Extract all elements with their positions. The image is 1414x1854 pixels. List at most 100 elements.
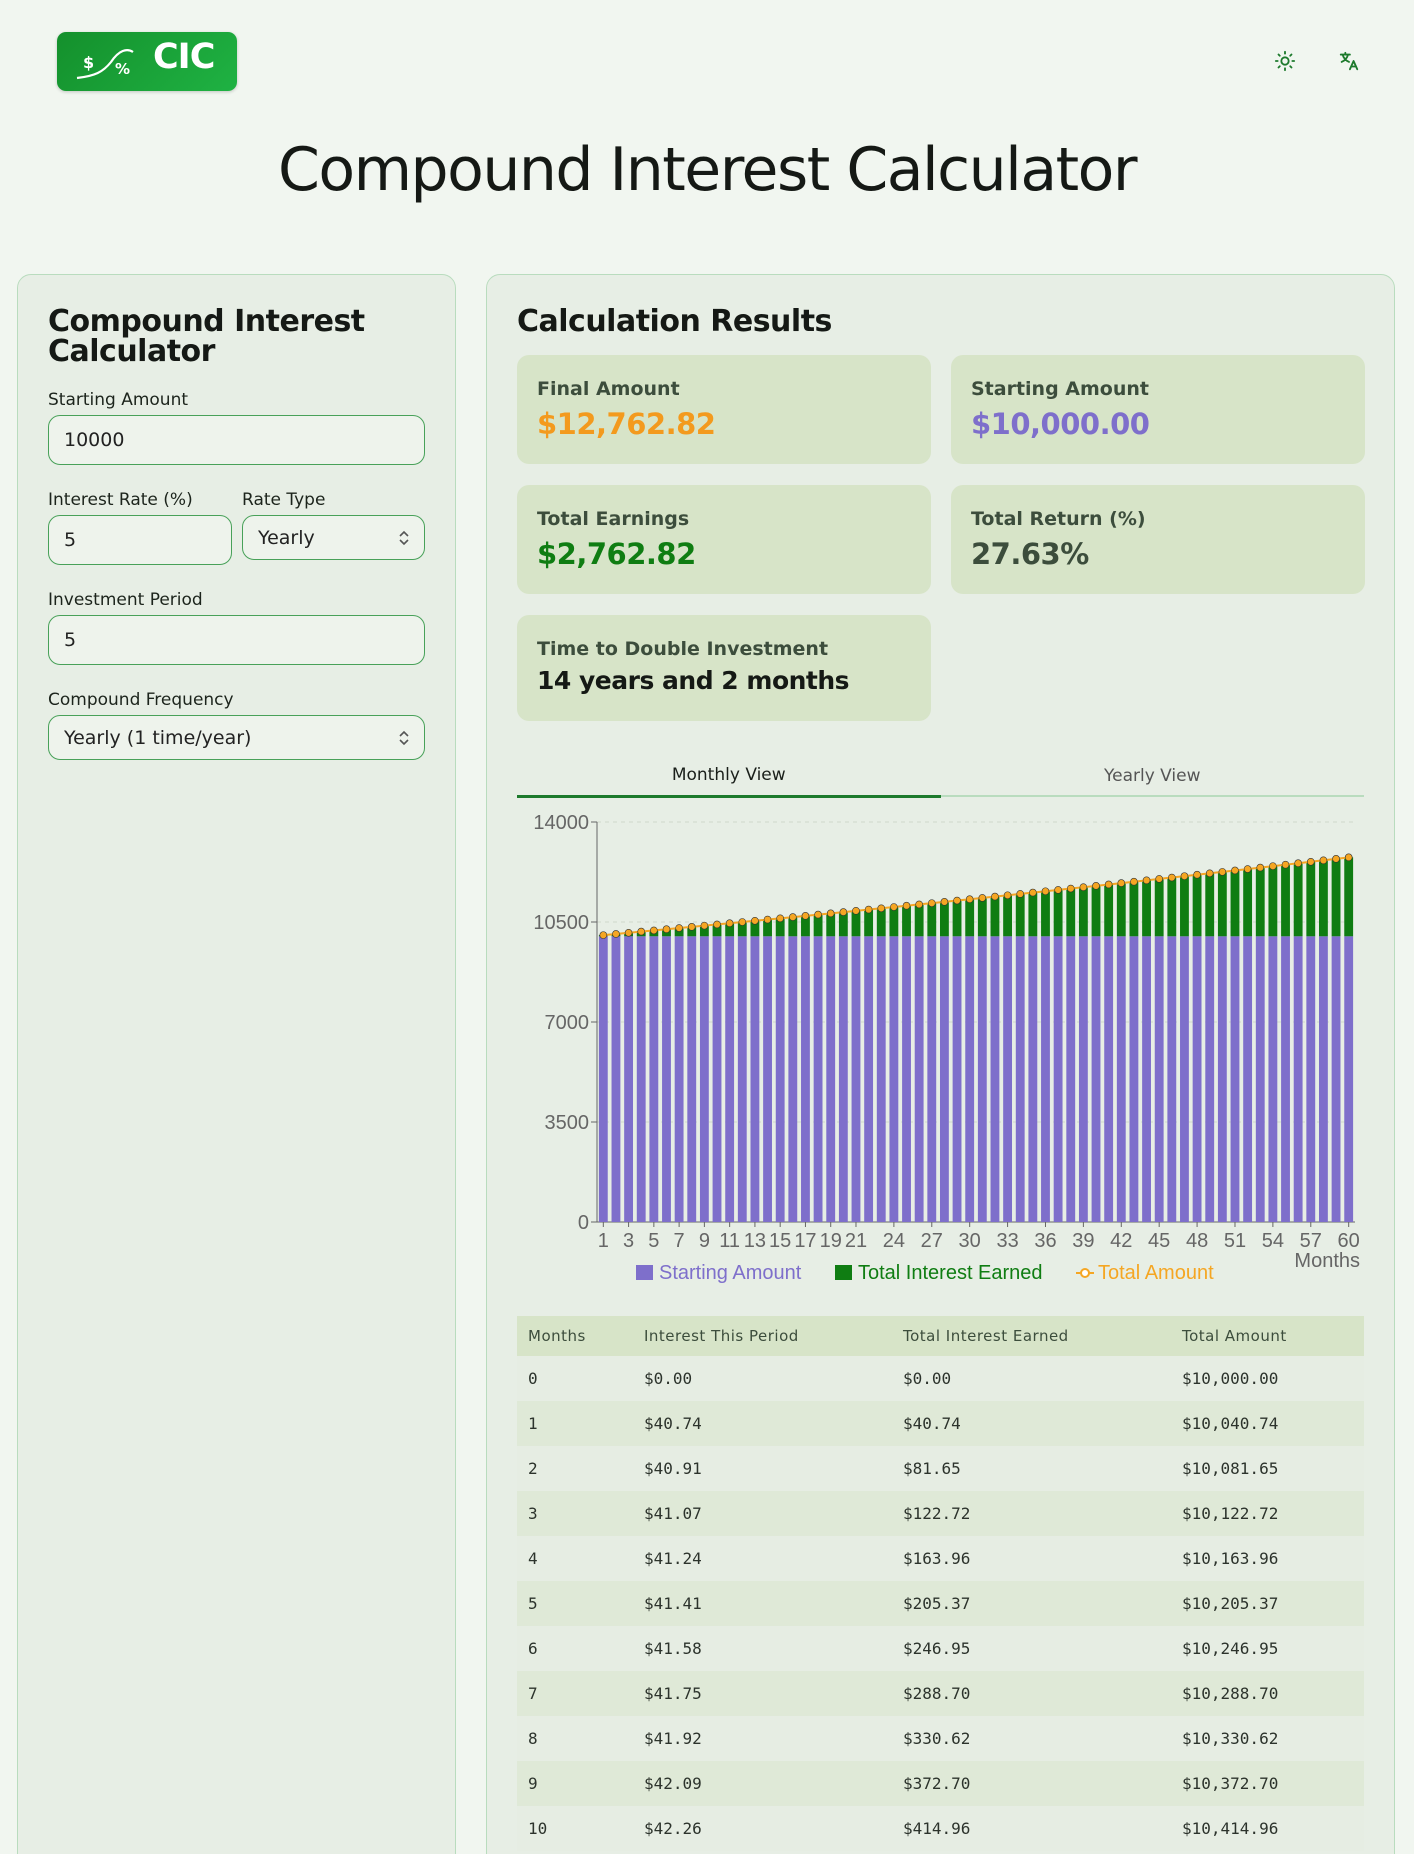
rate-type-label: Rate Type <box>242 490 326 510</box>
bar-starting-amount <box>876 936 886 1222</box>
point-total-amount <box>675 924 683 932</box>
point-total-amount <box>1205 869 1214 878</box>
logo-percent: % <box>115 60 130 78</box>
investment-period-value: 5 <box>64 629 77 651</box>
rate-type-select[interactable]: Yearly <box>242 515 425 560</box>
bar-interest-earned <box>1091 885 1101 937</box>
table-cell: $40.91 <box>644 1459 702 1478</box>
point-total-amount <box>1066 884 1075 893</box>
table-cell: 2 <box>528 1459 538 1478</box>
point-total-amount <box>1256 863 1265 872</box>
bar-starting-amount <box>624 936 634 1222</box>
legend-label-interest: Total Interest Earned <box>858 1262 1043 1284</box>
bar-interest-earned <box>1104 884 1114 937</box>
logo-text: CIC <box>153 37 215 77</box>
bar-starting-amount <box>965 936 975 1222</box>
bar-starting-amount <box>1003 936 1013 1222</box>
bar-starting-amount <box>1053 936 1063 1222</box>
point-total-amount <box>1155 875 1163 883</box>
table-cell: $42.09 <box>644 1774 702 1793</box>
bar-interest-earned <box>1205 873 1215 937</box>
bar-interest-earned <box>965 899 975 937</box>
point-total-amount <box>1269 862 1277 870</box>
rate-type-value: Yearly <box>258 526 315 549</box>
x-tick-label: 24 <box>883 1230 905 1252</box>
bar-interest-earned <box>1331 858 1341 937</box>
starting-amount-result-label: Starting Amount <box>971 378 1149 400</box>
table-cell: 8 <box>528 1729 538 1748</box>
header-months: Months <box>528 1327 586 1345</box>
bar-starting-amount <box>1306 936 1316 1222</box>
table-cell: $10,330.62 <box>1182 1729 1279 1748</box>
double-time-card: Time to Double Investment 14 years and 2… <box>517 615 931 721</box>
bar-starting-amount <box>1293 936 1303 1222</box>
table-row: 7 $41.75 $288.70 $10,288.70 <box>517 1671 1364 1716</box>
point-total-amount <box>1104 880 1113 889</box>
bar-starting-amount <box>801 936 810 1222</box>
chevron-updown-icon <box>399 530 409 545</box>
bar-interest-earned <box>939 901 949 937</box>
bar-interest-earned <box>864 909 874 937</box>
table-row: 10 $42.26 $414.96 $10,414.96 <box>517 1806 1364 1851</box>
bar-starting-amount <box>1041 936 1050 1222</box>
y-tick-label: 14000 <box>533 812 589 834</box>
table-cell: $10,122.72 <box>1182 1504 1279 1523</box>
bar-interest-earned <box>876 908 886 937</box>
table-cell: 10 <box>528 1819 548 1838</box>
table-cell: $40.74 <box>903 1414 961 1433</box>
x-tick-label: 36 <box>1034 1230 1056 1252</box>
point-total-amount <box>1168 873 1176 882</box>
point-total-amount <box>814 910 822 919</box>
bar-starting-amount <box>763 936 772 1222</box>
x-tick-label: 11 <box>719 1230 740 1252</box>
total-return-value: 27.63% <box>971 537 1089 571</box>
y-tick-label: 0 <box>578 1212 589 1234</box>
bar-interest-earned <box>687 926 697 937</box>
point-total-amount <box>763 915 772 924</box>
bar-starting-amount <box>712 936 722 1222</box>
language-button[interactable] <box>1336 48 1362 74</box>
x-tick-label: 7 <box>674 1230 685 1252</box>
point-total-amount <box>637 927 646 936</box>
bar-interest-earned <box>750 920 760 937</box>
x-tick-label: 30 <box>959 1230 981 1252</box>
table-cell: $10,414.96 <box>1182 1819 1279 1838</box>
compound-frequency-select[interactable]: Yearly (1 time/year) <box>48 715 425 760</box>
legend-label-starting: Starting Amount <box>659 1262 802 1284</box>
theme-toggle-button[interactable] <box>1272 48 1298 74</box>
x-tick-label: 42 <box>1110 1230 1132 1252</box>
bar-starting-amount <box>1281 936 1290 1222</box>
total-return-label: Total Return (%) <box>971 508 1146 530</box>
bar-interest-earned <box>851 910 861 937</box>
bar-interest-earned <box>914 904 924 937</box>
point-total-amount <box>1243 865 1252 873</box>
bar-starting-amount <box>864 936 874 1222</box>
x-tick-label: 27 <box>921 1230 943 1252</box>
bar-starting-amount <box>1205 936 1215 1222</box>
point-total-amount <box>624 928 633 937</box>
starting-amount-card: Starting Amount $10,000.00 <box>951 355 1365 464</box>
table-cell: $10,040.74 <box>1182 1414 1279 1433</box>
starting-amount-input[interactable]: 10000 <box>48 415 425 465</box>
point-total-amount <box>852 907 860 915</box>
point-total-amount <box>1142 876 1151 885</box>
interest-rate-input[interactable]: 5 <box>48 515 232 565</box>
bar-starting-amount <box>674 936 684 1222</box>
x-axis-label: Months <box>1294 1250 1360 1272</box>
calculator-form-panel: Compound Interest Calculator Starting Am… <box>17 274 456 1854</box>
point-total-amount <box>1332 855 1340 863</box>
table-cell: $10,372.70 <box>1182 1774 1279 1793</box>
tab-monthly-view[interactable]: Monthly View <box>517 755 941 798</box>
table-cell: $41.75 <box>644 1684 702 1703</box>
logo-curve-icon: $ % <box>76 49 134 80</box>
logo[interactable]: $ % CIC <box>57 32 237 91</box>
y-tick-label: 3500 <box>545 1112 590 1134</box>
tab-yearly-view[interactable]: Yearly View <box>1103 766 1201 786</box>
point-total-amount <box>1117 879 1126 887</box>
table-cell: $10,288.70 <box>1182 1684 1279 1703</box>
legend-label-total: Total Amount <box>1098 1262 1214 1284</box>
investment-period-input[interactable]: 5 <box>48 615 425 665</box>
point-total-amount <box>902 901 911 910</box>
table-cell: $246.95 <box>903 1639 971 1658</box>
table-row: 8 $41.92 $330.62 $10,330.62 <box>517 1716 1364 1761</box>
